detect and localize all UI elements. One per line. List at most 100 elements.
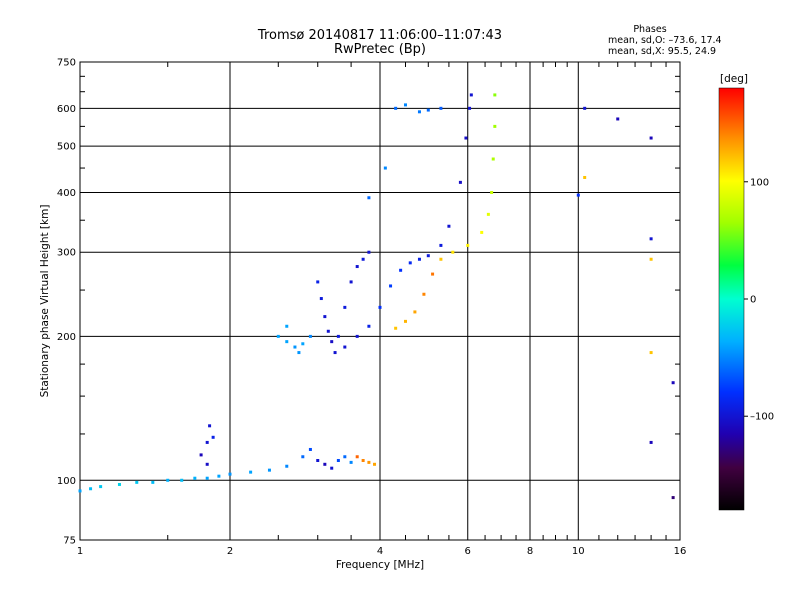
y-tick-label: 300 — [57, 248, 76, 259]
data-point — [403, 103, 407, 107]
data-point — [439, 106, 443, 110]
data-point — [576, 193, 580, 197]
data-point — [649, 136, 653, 140]
data-point — [336, 458, 340, 462]
x-tick-label: 10 — [572, 546, 585, 557]
colorbar-tick-label: 100 — [750, 177, 769, 188]
y-tick-label: 200 — [57, 332, 76, 343]
data-point — [355, 334, 359, 338]
data-point — [367, 324, 371, 328]
data-point — [211, 435, 215, 439]
data-point — [616, 117, 620, 121]
data-point — [117, 482, 121, 486]
data-point — [367, 250, 371, 254]
y-tick-labels: 75 100 200 300 400 500 600 750 — [57, 58, 76, 547]
minor-ticks — [80, 62, 680, 540]
data-point — [193, 476, 197, 480]
plot-area — [78, 61, 681, 541]
data-point — [301, 455, 305, 459]
phase-stats-x: mean, sd,X: 95.5, 24.9 — [608, 46, 716, 57]
data-point — [326, 329, 330, 333]
y-tick-label: 400 — [57, 188, 76, 199]
data-point — [403, 319, 407, 323]
colorbar-label: [deg] — [720, 73, 748, 85]
data-point — [316, 280, 320, 284]
data-point — [413, 310, 417, 314]
data-point — [199, 453, 203, 457]
data-point — [336, 334, 340, 338]
data-point — [361, 257, 365, 261]
data-point — [468, 106, 472, 110]
colorbar-gradient — [718, 87, 745, 511]
data-point — [78, 489, 82, 493]
data-point — [180, 478, 184, 482]
data-point — [343, 345, 347, 349]
data-point — [166, 478, 170, 482]
chart-subtitle: RwPretec (Bp) — [334, 42, 426, 57]
data-point — [285, 340, 289, 344]
data-point — [205, 476, 209, 480]
x-tick-label: 6 — [465, 546, 471, 557]
data-point — [469, 93, 473, 97]
colorbar-ticks: 100 0 –100 — [744, 177, 774, 423]
data-point — [205, 440, 209, 444]
data-point — [308, 447, 312, 451]
data-point — [343, 455, 347, 459]
data-point — [431, 272, 435, 276]
data-point — [330, 340, 334, 344]
data-point — [408, 261, 412, 265]
data-point — [493, 124, 497, 128]
data-point — [267, 468, 271, 472]
data-point — [276, 334, 280, 338]
x-axis-label: Frequency [MHz] — [336, 559, 424, 571]
data-point — [99, 485, 103, 489]
data-point — [493, 93, 497, 97]
x-tick-label: 16 — [674, 546, 687, 557]
data-point — [649, 351, 653, 355]
data-point — [583, 175, 587, 179]
data-point — [293, 345, 297, 349]
data-point — [649, 237, 653, 241]
data-point — [399, 268, 403, 272]
data-point — [308, 334, 312, 338]
data-point — [361, 458, 365, 462]
data-point — [439, 257, 443, 261]
data-point — [383, 166, 387, 170]
data-point — [583, 106, 587, 110]
colorbar: [deg] 100 0 –100 — [718, 73, 774, 511]
y-axis-label: Stationary phase Virtual Height [km] — [39, 205, 51, 398]
x-tick-label: 1 — [77, 546, 83, 557]
phase-stats-header: Phases — [633, 24, 666, 35]
x-tick-labels: 1 2 4 6 8 10 16 — [77, 546, 687, 557]
x-tick-label: 2 — [227, 546, 233, 557]
data-point — [480, 230, 484, 234]
data-point — [373, 462, 377, 466]
data-point — [394, 326, 398, 330]
data-point — [367, 460, 371, 464]
data-point — [349, 460, 353, 464]
x-tick-label: 8 — [527, 546, 533, 557]
colorbar-tick-label: 0 — [750, 295, 756, 306]
data-point — [426, 108, 430, 112]
data-point — [89, 487, 93, 491]
data-point — [285, 324, 289, 328]
data-point — [249, 470, 253, 474]
data-point — [486, 212, 490, 216]
data-point — [297, 351, 301, 355]
data-point — [367, 196, 371, 200]
y-tick-label: 750 — [57, 58, 76, 69]
colorbar-tick-label: –100 — [750, 412, 774, 423]
data-point — [208, 424, 212, 428]
data-point — [451, 250, 455, 254]
data-point — [389, 284, 393, 288]
data-point — [205, 462, 209, 466]
data-point — [378, 305, 382, 309]
data-point — [285, 464, 289, 468]
data-point — [671, 381, 675, 385]
data-point — [217, 474, 221, 478]
data-point — [447, 224, 451, 228]
data-point — [490, 190, 494, 194]
data-point — [355, 455, 359, 459]
data-points — [78, 93, 675, 500]
